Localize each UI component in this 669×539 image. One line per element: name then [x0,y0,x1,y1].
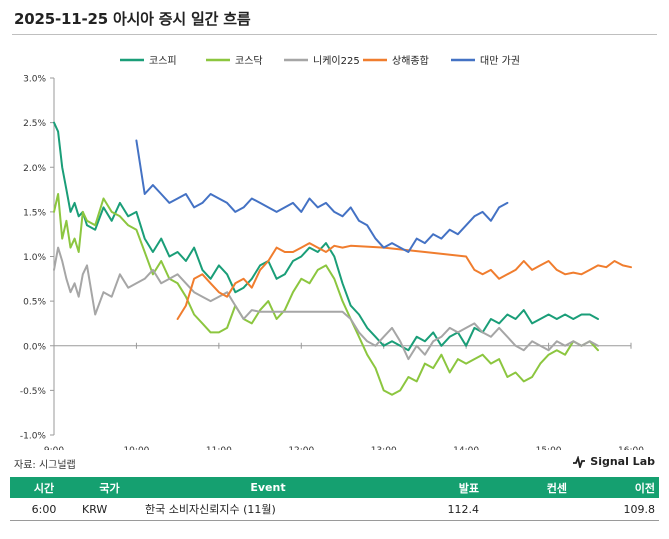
y-tick-label: -1.0% [20,432,47,442]
x-tick-label: 10:00 [123,446,149,450]
cell-country: KRW [78,498,141,521]
y-tick-label: 1.0% [23,253,46,263]
legend-label: 코스피 [149,55,177,67]
chart-axes: 3.0% 2.5% 2.0% 1.5% 1.0% 0.5% 0.0% -0.5% -1.0% 9:… [20,75,644,451]
y-tick-label: 2.5% [23,119,46,129]
brand-name: Signal Lab [590,455,655,468]
header-country: 국가 [99,481,120,495]
series-line [53,193,599,396]
header-event: Event [250,481,286,494]
legend-label: 코스닥 [235,55,263,67]
x-tick-label: 11:00 [206,446,232,450]
cell-actual: 112.4 [395,498,483,521]
brand-logo: Signal Lab [572,455,655,468]
header-time: 시간 [33,481,55,495]
series-line [135,139,509,253]
page-title: 2025-11-25 아시아 증시 일간 흐름 [14,10,251,28]
legend-label: 상해종합 [392,54,429,67]
x-tick-label: 15:00 [536,446,562,450]
y-tick-label: 0.5% [23,298,46,308]
source-note: 자료: 시그널랩 [14,460,76,471]
header-actual: 발표 [458,481,479,495]
x-tick-label: 9:00 [44,446,64,450]
cell-consensus [483,498,571,521]
header-previous: 이전 [634,481,655,495]
chart-legend: 코스피 코스닥 니케이225 상해종합 대만 가권 [120,54,520,67]
title-divider [12,34,657,35]
legend-label: 니케이225 [313,55,360,67]
economic-events-table: 시간 국가 Event 발표 컨센 이전 6:00 KRW 한국 소비자신뢰지수… [10,477,659,521]
table-header-row: 시간 국가 Event 발표 컨센 이전 [10,477,659,498]
line-chart: 코스피 코스닥 니케이225 상해종합 대만 가권 3.0% 2.5% 2.0% 1.5% 1.… [20,54,644,451]
cell-previous: 109.8 [571,498,659,521]
y-tick-label: -0.5% [20,387,47,397]
header-consensus: 컨센 [546,481,567,495]
y-tick-label: 1.5% [23,208,46,218]
signal-wave-icon [573,455,586,468]
series-line [176,242,632,320]
y-tick-label: 0.0% [23,342,46,352]
y-tick-label: 2.0% [23,164,46,174]
x-tick-label: 13:00 [371,446,397,450]
cell-event: 한국 소비자신뢰지수 (11월) [141,498,395,521]
x-tick-label: 12:00 [288,446,314,450]
x-tick-label: 14:00 [453,446,479,450]
series-line [53,121,599,352]
y-tick-label: 3.0% [23,75,46,85]
table-row: 6:00 KRW 한국 소비자신뢰지수 (11월) 112.4 109.8 [10,498,659,521]
x-tick-label: 16:00 [618,446,644,450]
cell-time: 6:00 [10,498,78,521]
series-line [53,246,599,361]
legend-label: 대만 가권 [480,55,520,67]
chart-series [53,121,632,396]
